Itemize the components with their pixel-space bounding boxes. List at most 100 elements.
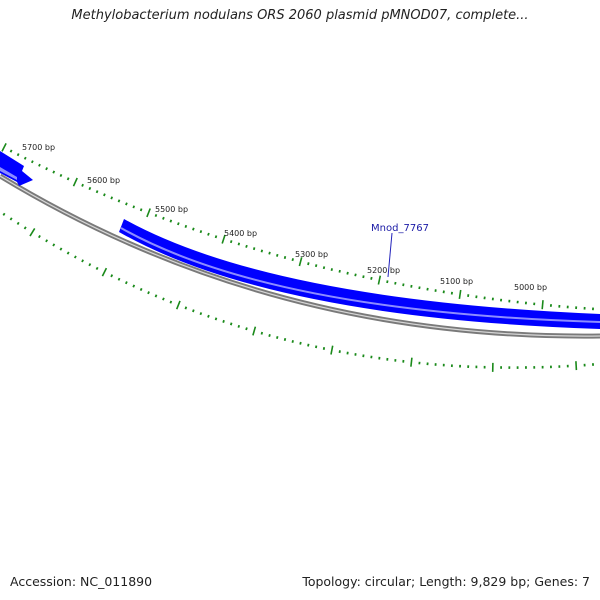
outer-ring-minor-tick: [110, 196, 114, 200]
scale-label: 5400 bp: [224, 229, 257, 238]
inner-ring-minor-tick: [59, 247, 63, 251]
outer-ring-minor-tick: [370, 276, 373, 280]
inner-ring-minor-tick: [299, 341, 302, 345]
inner-ring-minor-tick: [2, 212, 6, 216]
scale-label: 5700 bp: [22, 143, 55, 152]
outer-ring-minor-tick: [125, 202, 128, 206]
inner-ring-minor-tick: [199, 312, 203, 316]
outer-ring-minor-tick: [81, 183, 84, 187]
accession-text: Accession: NC_011890: [10, 574, 153, 589]
outer-ring-major-tick: [377, 275, 382, 285]
inner-ring-minor-tick: [110, 274, 114, 278]
gene-mnod-7767-highlight: [120, 227, 600, 323]
inner-ring-minor-tick: [154, 294, 158, 298]
outer-ring-minor-tick: [45, 167, 49, 171]
outer-ring-minor-tick: [154, 213, 158, 218]
inner-ring-minor-tick: [52, 243, 56, 247]
outer-ring-minor-tick: [402, 283, 405, 287]
outer-ring-minor-tick: [245, 244, 248, 248]
outer-ring-minor-tick: [386, 280, 389, 284]
outer-ring-minor-tick: [214, 235, 218, 239]
scale-label: 5600 bp: [87, 176, 120, 185]
outer-ring-major-tick: [221, 234, 226, 244]
outer-ring-minor-tick: [330, 268, 333, 272]
backbone-inner: [0, 175, 600, 337]
outer-ring-minor-tick: [276, 253, 279, 257]
inner-ring-minor-tick: [207, 314, 210, 318]
inner-ring-minor-tick: [315, 345, 318, 349]
outer-ring-minor-tick: [307, 262, 310, 266]
inner-ring-minor-tick: [9, 217, 13, 221]
inner-ring-minor-tick: [162, 297, 165, 301]
outer-ring-minor-tick: [314, 264, 318, 268]
inner-ring-minor-tick: [23, 226, 27, 230]
inner-ring-minor-tick: [88, 263, 92, 267]
gene-left-highlight: [0, 167, 17, 180]
outer-ring-minor-tick: [38, 163, 41, 167]
inner-ring-minor-tick: [117, 277, 121, 281]
inner-ring-minor-tick: [229, 322, 233, 326]
outer-ring-minor-tick: [23, 156, 27, 160]
outer-ring-minor-tick: [169, 219, 173, 223]
scale-labels: 5700 bp 5600 bp 5500 bp 5400 bp 5300 bp 5200 …: [22, 143, 547, 292]
outer-ring-minor-tick: [59, 173, 63, 177]
outer-ring-minor-tick: [132, 205, 136, 209]
inner-ring-minor-tick: [322, 347, 326, 350]
inner-ring-minor-tick: [132, 284, 136, 288]
scale-label: 5000 bp: [514, 283, 547, 292]
outer-ring-minor-tick: [442, 290, 445, 294]
scale-label: 5200 bp: [367, 266, 400, 275]
outer-ring-major-tick: [541, 300, 544, 310]
outer-ring-major-tick: [146, 208, 151, 218]
outer-ring-minor-tick: [192, 227, 195, 231]
outer-ring-minor-tick: [338, 269, 341, 273]
outer-scale-ticks: [1, 143, 594, 311]
inner-ring-minor-tick: [124, 281, 128, 285]
inner-ring-minor-tick: [81, 259, 84, 263]
inner-ring-minor-tick: [95, 266, 99, 271]
inner-ring-minor-tick: [169, 300, 173, 304]
inner-ring-minor-tick: [268, 333, 271, 337]
gene-label-connector: [387, 232, 393, 278]
outer-ring-minor-tick: [184, 224, 188, 229]
outer-ring-minor-tick: [103, 193, 106, 197]
inner-ring-major-tick: [175, 300, 181, 310]
inner-ring-minor-tick: [245, 327, 248, 331]
inner-ring-minor-tick: [45, 239, 49, 243]
outer-ring-minor-tick: [346, 271, 349, 275]
topology-stats-text: Topology: circular; Length: 9,829 bp; Ge…: [302, 574, 590, 589]
scale-label: 5300 bp: [295, 250, 328, 259]
outer-ring-minor-tick: [30, 160, 34, 164]
gene-arrow-left[interactable]: [0, 151, 33, 186]
inner-ring-minor-tick: [276, 335, 279, 339]
inner-ring-minor-tick: [147, 291, 150, 295]
inner-ring-minor-tick: [260, 331, 264, 335]
outer-ring-minor-tick: [52, 170, 56, 174]
inner-ring-minor-tick: [307, 343, 310, 347]
outer-ring-major-tick: [298, 257, 303, 267]
map-title: Methylobacterium nodulans ORS 2060 plasm…: [71, 8, 529, 23]
inner-ring-major-tick: [410, 357, 413, 367]
inner-ring-minor-tick: [237, 324, 241, 328]
outer-ring-minor-tick: [88, 186, 92, 191]
outer-ring-minor-tick: [362, 275, 365, 279]
inner-ring-major-tick: [330, 345, 334, 355]
inner-ring-minor-tick: [73, 255, 77, 259]
outer-ring-minor-tick: [229, 240, 233, 244]
inner-ring-major-tick: [252, 326, 257, 336]
gene-mnod-7767[interactable]: [119, 219, 600, 329]
inner-ring-minor-tick: [291, 339, 294, 343]
inner-ring-minor-tick: [214, 317, 218, 321]
outer-ring-minor-tick: [117, 199, 121, 203]
inner-scale-ticks: [2, 212, 594, 372]
inner-ring-minor-tick: [16, 221, 20, 225]
outer-ring-minor-tick: [16, 153, 20, 157]
inner-ring-minor-tick: [66, 251, 70, 255]
outer-ring-minor-tick: [66, 177, 70, 181]
outer-ring-minor-tick: [162, 216, 165, 220]
outer-ring-minor-tick: [260, 249, 264, 253]
outer-ring-minor-tick: [252, 247, 256, 251]
inner-ring-major-tick: [575, 361, 578, 371]
inner-ring-minor-tick: [222, 319, 225, 323]
gene-label-mnod-7767[interactable]: Mnod_7767: [371, 223, 429, 234]
